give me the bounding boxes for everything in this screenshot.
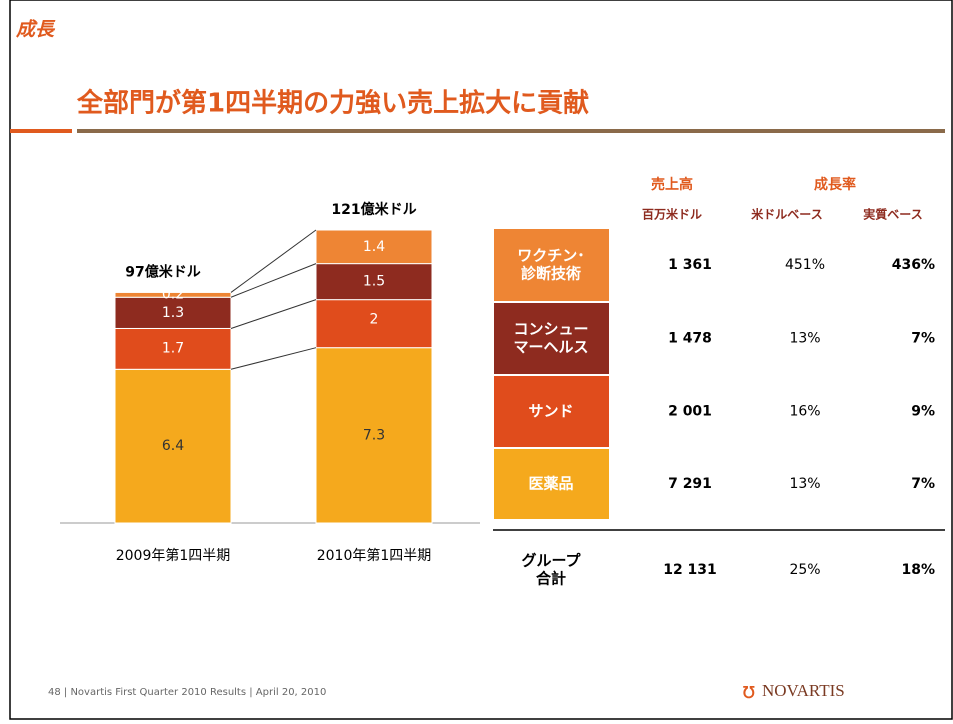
bar-segment bbox=[315, 263, 433, 301]
cell: 436% bbox=[892, 257, 935, 273]
value-label: 2 bbox=[370, 312, 379, 328]
x-tick-label: 2010年第1四半期 bbox=[317, 547, 432, 564]
bar-segment bbox=[114, 291, 232, 298]
row-label-bg bbox=[492, 227, 611, 303]
bar-segment bbox=[114, 296, 232, 329]
value-label: 1.7 bbox=[162, 340, 184, 356]
total-label: 97億米ドル bbox=[125, 263, 200, 280]
cell: 7% bbox=[911, 331, 935, 347]
value-label: 1.3 bbox=[162, 305, 184, 321]
bar-segment bbox=[315, 229, 433, 265]
cell: 7 291 bbox=[668, 476, 712, 492]
cell: 451% bbox=[785, 257, 825, 273]
cell: 18% bbox=[901, 562, 935, 578]
row-label: 診断技術 bbox=[521, 265, 581, 283]
value-label: 7.3 bbox=[363, 427, 385, 443]
row-label-bg bbox=[492, 374, 611, 449]
row-label-bg bbox=[492, 447, 611, 521]
connector bbox=[230, 347, 317, 370]
row-label: 医薬品 bbox=[528, 475, 573, 493]
value-label: 1.4 bbox=[363, 239, 385, 255]
group-header: 売上高 bbox=[651, 176, 693, 193]
cell: 16% bbox=[789, 404, 820, 420]
row-label: サンド bbox=[528, 402, 573, 420]
connector bbox=[230, 299, 317, 329]
connector bbox=[230, 229, 317, 293]
group-header: 成長率 bbox=[814, 176, 856, 193]
bar-segment bbox=[315, 347, 433, 524]
bar-segment bbox=[315, 299, 433, 349]
cell: 13% bbox=[789, 331, 820, 347]
cell: 25% bbox=[789, 562, 820, 578]
row-label: 合計 bbox=[535, 570, 566, 588]
sub-header: 実質ベース bbox=[863, 207, 922, 222]
logo: NOVARTIS bbox=[762, 681, 845, 700]
cell: 12 131 bbox=[663, 562, 717, 578]
row-label: グループ bbox=[521, 552, 581, 570]
footer: 48 | Novartis First Quarter 2010 Results… bbox=[48, 687, 326, 698]
row-label: コンシュー bbox=[513, 320, 588, 338]
row-label: ワクチン･ bbox=[517, 247, 585, 265]
x-tick-label: 2009年第1四半期 bbox=[116, 547, 231, 564]
sub-header: 米ドルベース bbox=[751, 207, 822, 222]
value-label: 6.4 bbox=[162, 438, 184, 454]
frame bbox=[9, 0, 953, 720]
cell: 9% bbox=[911, 404, 935, 420]
row-label: マーヘルス bbox=[513, 338, 588, 356]
connector bbox=[230, 263, 317, 298]
value-label: 1.5 bbox=[363, 274, 385, 290]
sub-header: 百万米ドル bbox=[642, 207, 702, 222]
cell: 1 361 bbox=[668, 257, 712, 273]
cell: 2 001 bbox=[668, 404, 712, 420]
cell: 7% bbox=[911, 476, 935, 492]
section: 成長 bbox=[15, 19, 56, 41]
cell: 13% bbox=[789, 476, 820, 492]
total-label: 121億米ドル bbox=[331, 201, 416, 218]
logo-icon: ʊ bbox=[742, 679, 756, 704]
cell: 1 478 bbox=[668, 331, 712, 347]
value-label: 0.2 bbox=[162, 286, 184, 302]
title: 全部門が第1四半期の力強い売上拡大に貢献 bbox=[76, 88, 589, 119]
